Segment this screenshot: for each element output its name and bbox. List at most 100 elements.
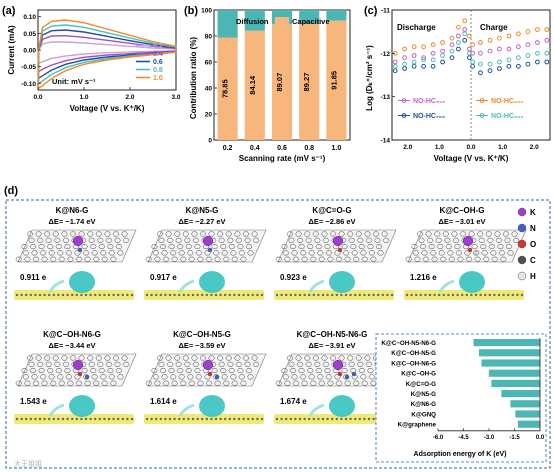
hex-ring <box>489 250 497 256</box>
charge-point <box>470 50 476 56</box>
side-atom <box>424 293 427 297</box>
hex-ring <box>308 250 316 256</box>
hex-ring <box>65 250 73 256</box>
side-atom <box>275 293 279 297</box>
side-atom <box>94 417 97 421</box>
adsorption-bar <box>491 379 540 387</box>
adsorption-xtick-label: 0.0 <box>536 435 545 441</box>
structure-title: K@C−OH-N5-G <box>173 330 231 339</box>
hex-ring <box>471 244 478 250</box>
hex-ring <box>117 250 124 256</box>
side-atom <box>298 417 302 421</box>
hex-ring <box>171 380 178 386</box>
discharge-point <box>462 31 468 37</box>
side-atom <box>196 417 199 421</box>
hex-ring <box>35 355 42 361</box>
hex-ring <box>335 380 343 386</box>
side-atom <box>285 417 288 421</box>
hex-ring <box>183 237 191 243</box>
panel-a-legend-label: 0.2 <box>153 43 163 50</box>
side-atom <box>164 417 167 421</box>
diffusion-bar <box>326 10 347 21</box>
potassium-atom <box>72 359 84 371</box>
charge-transfer-label: 0.917 e <box>150 273 177 282</box>
structure-card: K@C−OH-N5-G ΔE= −3.59 eV 1.614 e <box>144 330 267 424</box>
charge-point <box>535 50 540 56</box>
hex-ring <box>166 361 174 367</box>
panel-b-ytick-label: 100 <box>201 8 212 15</box>
hex-ring <box>321 355 328 361</box>
side-atom <box>80 293 83 297</box>
hex-ring <box>426 237 434 243</box>
side-atom <box>303 293 306 297</box>
panel-b-xlabel: Scanning rate (mV s⁻¹) <box>239 154 326 163</box>
side-atom <box>372 293 375 297</box>
hex-ring <box>88 361 96 367</box>
side-atom <box>502 293 505 297</box>
side-atom <box>126 417 129 421</box>
hex-ring <box>359 250 367 256</box>
graphene-sheet <box>145 229 267 263</box>
charge-point <box>487 48 493 54</box>
hex-ring <box>237 368 244 374</box>
charge-transfer-label: 1.543 e <box>20 397 47 406</box>
side-atom <box>331 293 334 297</box>
charge-density-view <box>404 271 524 300</box>
adsorption-bar-label: K@N6-G <box>411 401 436 408</box>
adsorption-xtick-label: -6.0 <box>433 435 444 441</box>
side-atom <box>381 293 384 297</box>
discharge-point <box>440 53 446 58</box>
panel-a-ytick-label: -0.10 <box>21 81 36 88</box>
side-atom <box>405 293 409 297</box>
side-atom <box>48 293 51 297</box>
hex-ring <box>31 374 38 380</box>
side-atom <box>159 417 162 421</box>
hex-ring <box>234 355 241 361</box>
hex-ring <box>358 244 366 250</box>
adsorption-bar <box>510 400 540 408</box>
panel-a-ytick-label: 0.05 <box>23 31 36 38</box>
charge-point <box>516 31 521 37</box>
hex-ring <box>282 374 290 380</box>
panel-a-legend-label: 0.8 <box>153 67 163 74</box>
side-atom <box>155 293 158 297</box>
hex-ring <box>284 380 291 386</box>
structure-energy: ΔE= −3.59 eV <box>178 341 225 350</box>
hex-ring <box>226 361 234 367</box>
hex-ring <box>105 237 113 243</box>
transfer-arrow <box>308 403 325 417</box>
dopant-atom <box>207 371 213 377</box>
side-atom <box>224 417 227 421</box>
accumulation-cloud <box>69 271 95 293</box>
panel-a-ytick-label: 0.00 <box>23 48 36 55</box>
hex-ring <box>305 361 313 367</box>
panel-b-xtick-label: 0.4 <box>250 145 260 152</box>
hex-ring <box>252 237 260 243</box>
side-atom <box>428 293 432 297</box>
hex-ring <box>165 231 172 237</box>
discharge-point <box>467 33 472 39</box>
hex-ring <box>312 355 320 361</box>
hex-ring <box>62 361 70 367</box>
hex-ring <box>325 374 333 380</box>
hex-ring <box>405 256 413 262</box>
panel-c-xticks: 2.0 1.0 0.0 1.0 2.0 <box>403 144 539 151</box>
side-atom <box>182 293 185 297</box>
discharge-point <box>392 59 398 65</box>
hex-ring <box>45 237 53 243</box>
hex-ring <box>197 380 204 386</box>
hex-ring <box>368 374 376 380</box>
structure-energy: ΔE= −1.74 eV <box>48 217 95 226</box>
adsorption-bar <box>517 420 540 428</box>
hex-ring <box>284 256 291 262</box>
hex-ring <box>21 244 28 250</box>
transfer-arrow <box>178 279 195 293</box>
panel-a-xtick-label: 2.0 <box>125 94 134 101</box>
hex-ring <box>305 237 313 243</box>
hex-ring <box>114 361 121 367</box>
hex-ring <box>338 231 345 237</box>
diffusion-bar <box>244 10 265 31</box>
hex-ring <box>479 244 487 250</box>
panel-a-yticks: 0.10 0.05 0.00 -0.05 -0.10 <box>21 14 41 88</box>
